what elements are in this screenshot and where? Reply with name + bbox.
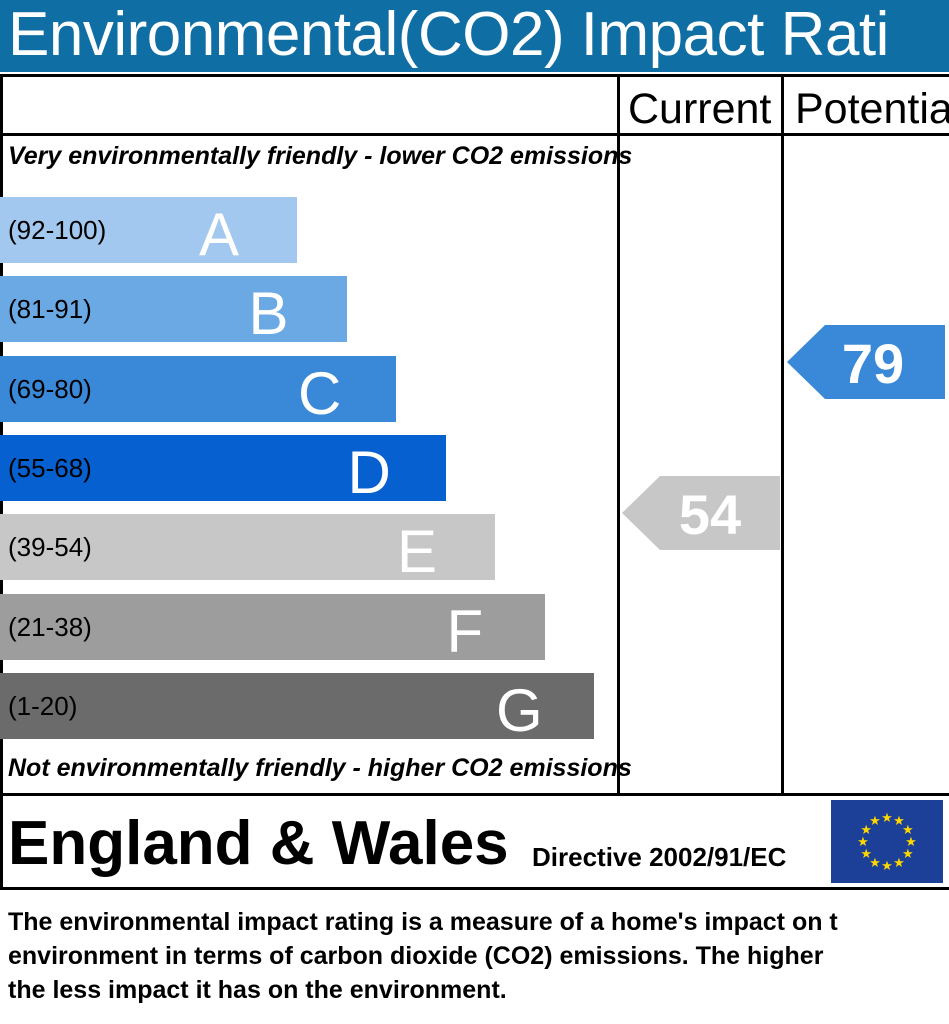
- eu-stars-icon: ★ ★★★★★★★★★★★: [857, 810, 917, 873]
- title-bar: Environmental(CO2) Impact Rati: [0, 0, 949, 72]
- band-letter: D: [347, 438, 391, 506]
- country-label: England & Wales: [8, 809, 509, 878]
- potential-rating-value: 79: [842, 332, 904, 395]
- band-b: (81-91) B: [0, 276, 347, 347]
- eu-star-icon: ★: [857, 834, 869, 849]
- potential-column-divider: [781, 74, 784, 796]
- directive-label: Directive 2002/91/EC: [532, 842, 787, 872]
- potential-column-header: Potentia: [795, 85, 949, 133]
- eu-star-icon: ★: [860, 846, 872, 861]
- band-c: (69-80) C: [0, 355, 396, 427]
- eu-star-icon: ★: [869, 855, 881, 870]
- band-range-label: (69-80): [8, 373, 92, 404]
- band-d: (55-68) D: [0, 434, 446, 506]
- band-e: (39-54) E: [0, 514, 495, 585]
- eu-star-icon: ★: [902, 846, 914, 861]
- band-range-label: (55-68): [8, 452, 92, 483]
- current-rating-value: 54: [679, 483, 741, 546]
- band-range-label: (92-100): [8, 215, 107, 245]
- band-f: (21-38) F: [0, 593, 545, 665]
- band-letter: B: [248, 280, 289, 348]
- eu-star-icon: ★: [881, 858, 893, 873]
- current-column-header: Current: [628, 85, 772, 133]
- footer-line: The environmental impact rating is a mea…: [8, 908, 838, 936]
- eu-star-icon: ★: [902, 822, 914, 837]
- potential-arrow-shape: 79: [787, 324, 945, 399]
- eu-star-icon: ★: [869, 813, 881, 828]
- chart-title: Environmental(CO2) Impact Rati: [8, 0, 889, 69]
- top-caption: Very environmentally friendly - lower CO…: [8, 142, 633, 170]
- eu-star-icon: ★: [893, 855, 905, 870]
- band-letter: F: [446, 597, 484, 665]
- eu-star-icon: ★: [893, 813, 905, 828]
- current-column-divider: [617, 74, 620, 796]
- header-row-line: [0, 133, 949, 136]
- footer-description: The environmental impact rating is a mea…: [8, 905, 949, 1007]
- eu-star-icon: ★: [905, 834, 917, 849]
- footer-top-line: [0, 887, 949, 890]
- band-letter: C: [298, 359, 342, 427]
- band-letter: A: [199, 201, 240, 268]
- band-range-label: (1-20): [8, 690, 78, 721]
- eu-star-icon: ★: [881, 810, 893, 825]
- potential-rating-arrow: 79: [787, 324, 945, 404]
- footer-line: environment in terms of carbon dioxide (…: [8, 942, 824, 970]
- band-range-label: (21-38): [8, 611, 92, 642]
- current-rating-arrow: 54: [622, 476, 780, 555]
- current-arrow-shape: 54: [622, 476, 780, 551]
- frame-top-line: [0, 74, 949, 77]
- bottom-caption: Not environmentally friendly - higher CO…: [8, 754, 632, 782]
- eu-star-icon: ★: [860, 822, 872, 837]
- footer-line: the less impact it has on the environmen…: [8, 976, 507, 1004]
- band-range-label: (39-54): [8, 532, 92, 563]
- band-a: (92-100) A: [0, 197, 297, 268]
- band-letter: G: [496, 676, 543, 744]
- band-range-label: (81-91): [8, 294, 92, 325]
- eu-flag-icon: ★ ★ ★ ★ ★ ★ ★ ★ ★ ★ ★ ★: [831, 800, 943, 883]
- band-letter: E: [397, 518, 438, 586]
- chart-bottom-line: [0, 793, 949, 796]
- band-g: (1-20) G: [0, 672, 594, 744]
